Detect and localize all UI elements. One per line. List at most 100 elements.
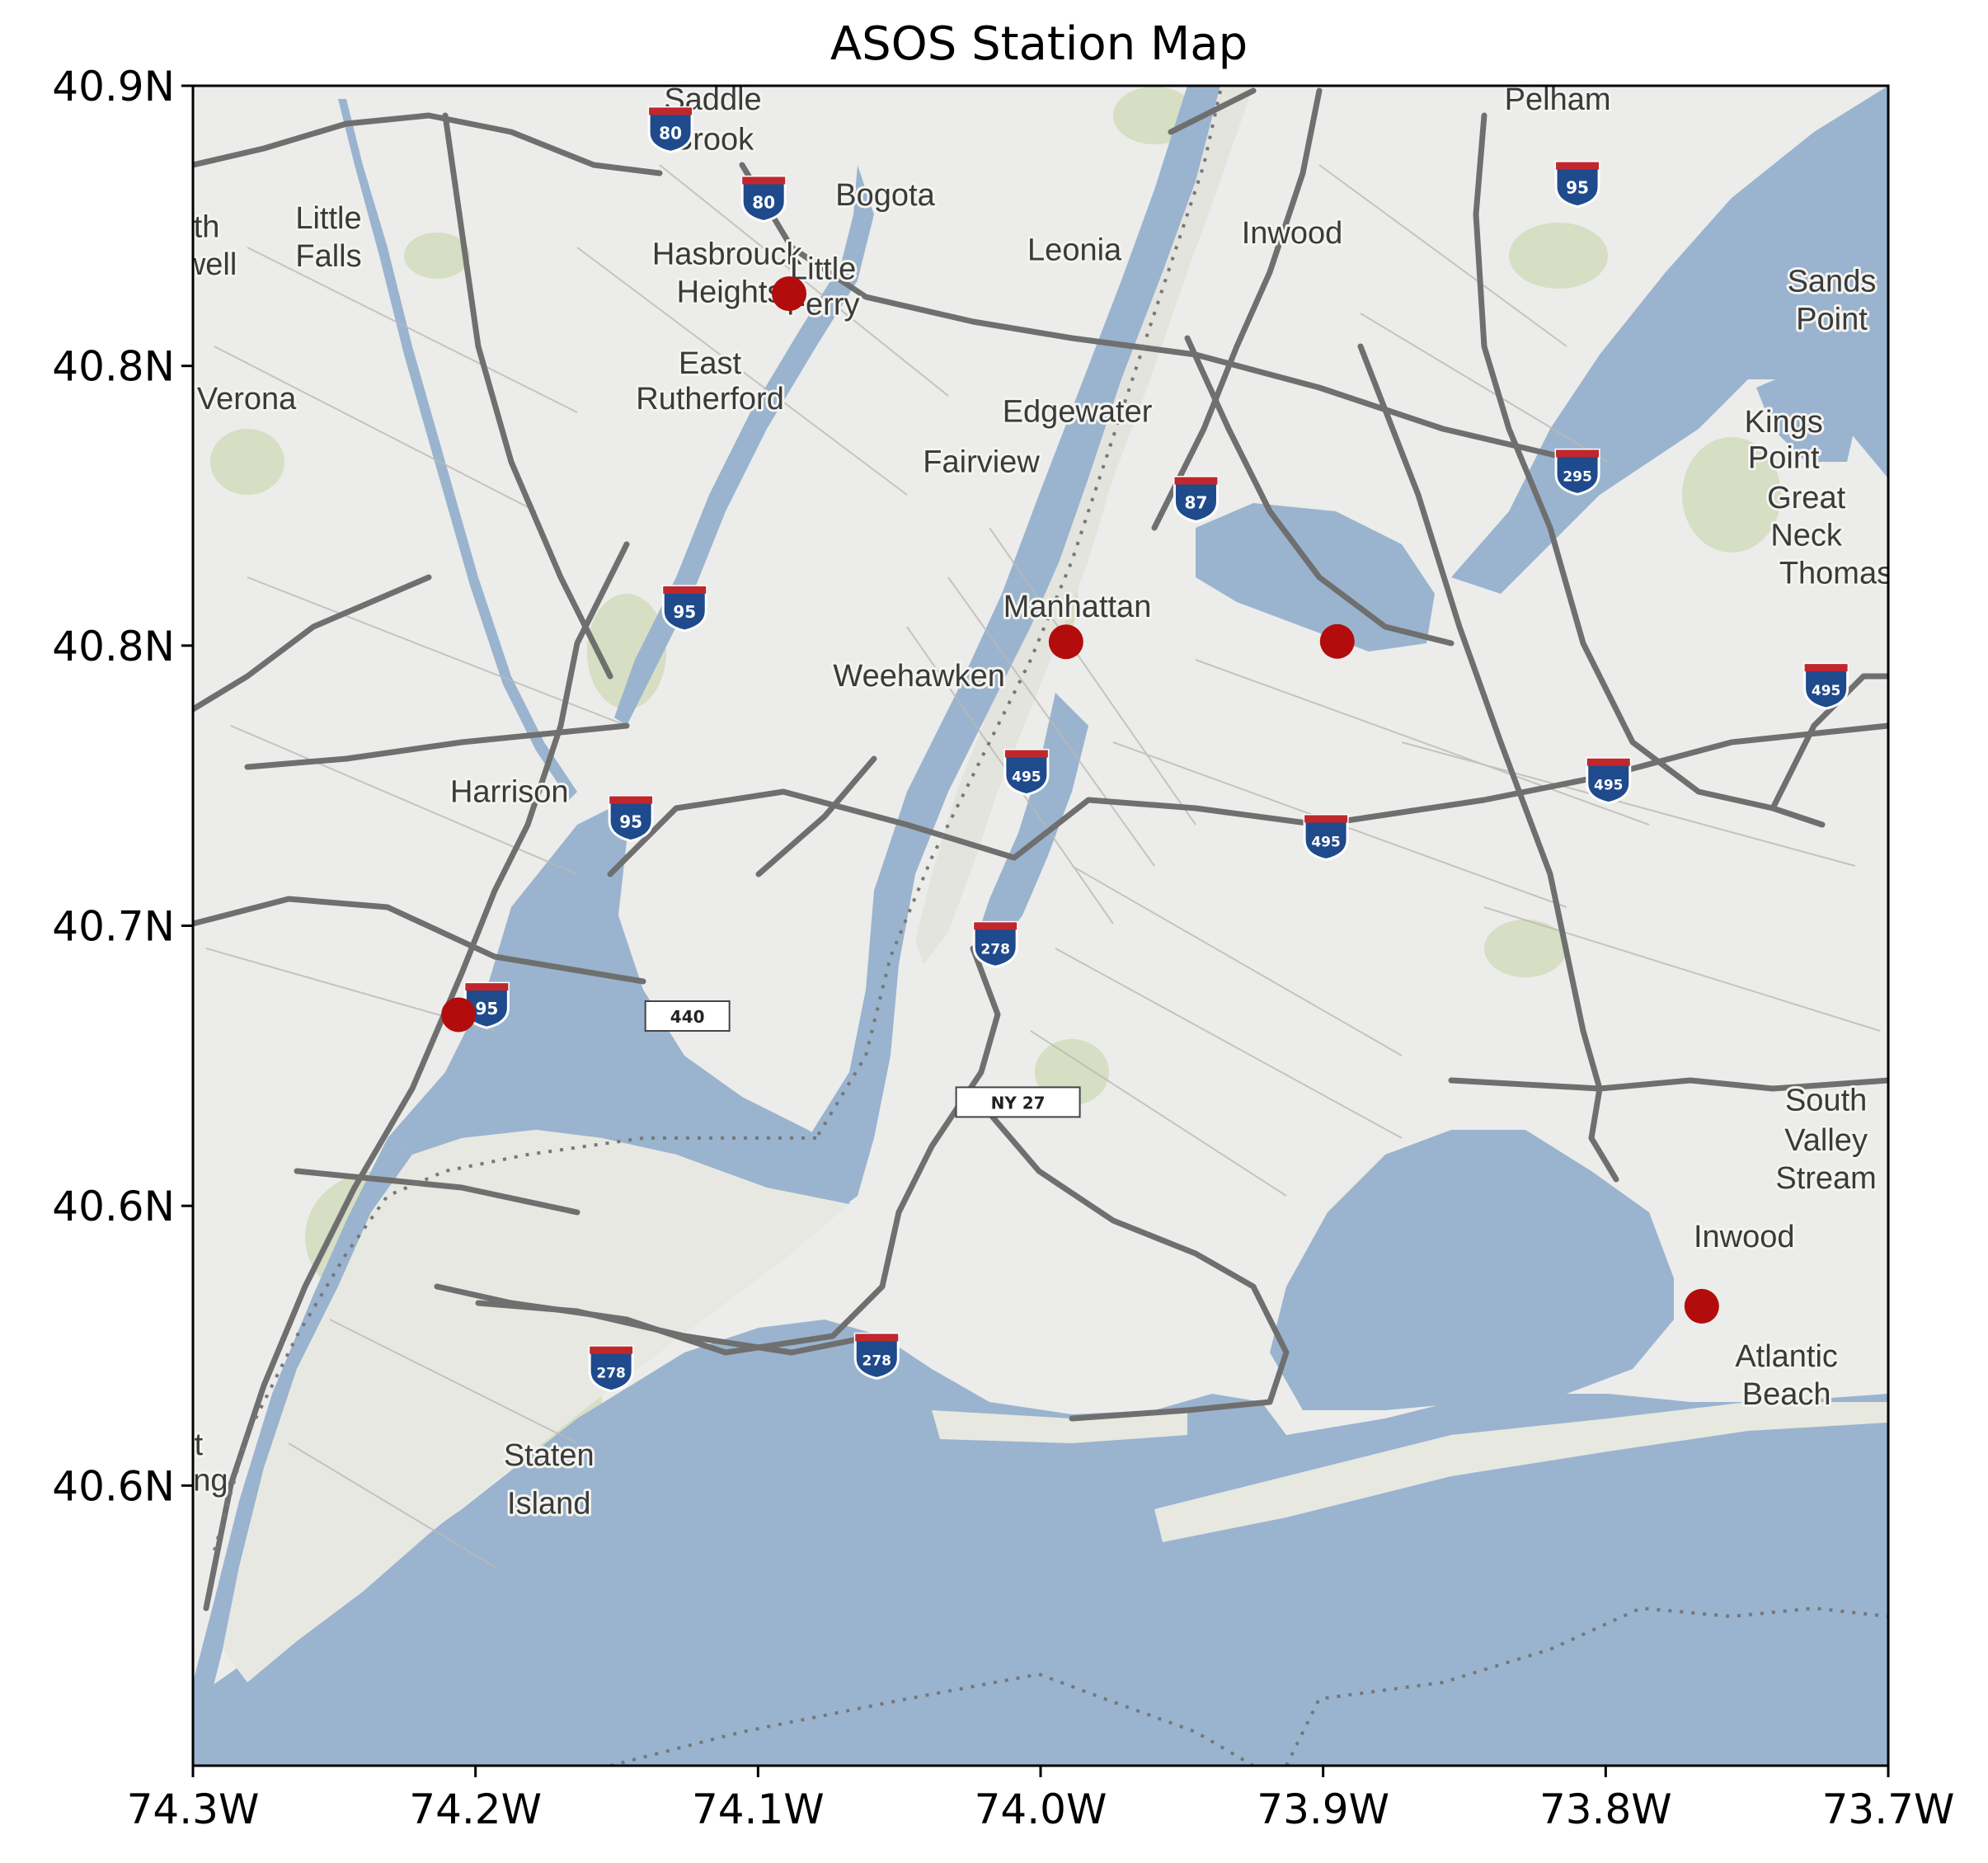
route-sign-icon: 440: [644, 1000, 731, 1032]
place-label: Hasbrouck: [652, 237, 803, 271]
interstate-shield-icon: 495: [1803, 662, 1849, 710]
place-label: Heights: [677, 275, 783, 309]
place-label: Staten: [504, 1438, 595, 1473]
place-label: ing: [186, 1463, 228, 1498]
route-signs: 440 NY 27: [644, 1000, 1081, 1118]
ocean-water: [193, 1320, 1888, 1766]
place-label: Bogota: [835, 178, 935, 213]
passaic-river: [338, 99, 577, 800]
place-label: East: [679, 346, 741, 381]
x-tick-label: 73.9W: [1257, 1785, 1389, 1833]
place-labels: SaddleBrookPelhamBogotaLittleFallsrthwel…: [182, 82, 1901, 1523]
x-tick-label: 74.3W: [127, 1785, 260, 1833]
station-marker[interactable]: [441, 997, 477, 1033]
place-label: Verona: [197, 382, 297, 416]
shield-number: 278: [862, 1353, 892, 1369]
station-marker[interactable]: [1319, 623, 1355, 659]
y-axis: 40.9N 40.8N 40.8N 40.7N 40.6N 40.6N: [52, 63, 193, 1510]
shield-number: 80: [659, 123, 682, 143]
x-tick-label: 74.1W: [692, 1785, 825, 1833]
place-label: Edgewater: [1003, 394, 1153, 429]
place-label: Falls: [295, 239, 361, 274]
y-tick-label: 40.9N: [52, 63, 175, 111]
place-label: Inwood: [1694, 1220, 1795, 1254]
route-sign-label: NY 27: [991, 1093, 1046, 1113]
place-label: Pelham: [1505, 82, 1611, 117]
shield-number: 95: [619, 812, 642, 832]
place-label: South: [1785, 1084, 1867, 1118]
place-label: Neck: [1770, 519, 1843, 553]
x-axis: 74.3W 74.2W 74.1W 74.0W 73.9W 73.8W 73.7W: [127, 1766, 1955, 1833]
place-label: Thomast: [1779, 556, 1901, 590]
place-label: Fairview: [923, 445, 1040, 480]
barrier-islands: [932, 1402, 1888, 1542]
shield-number: 95: [673, 602, 696, 622]
place-label: Valley: [1784, 1123, 1868, 1158]
shield-number: 295: [1563, 468, 1592, 485]
place-label: Kings: [1745, 405, 1823, 440]
place-label: Stream: [1775, 1161, 1876, 1196]
place-label: Sands: [1788, 265, 1877, 299]
place-label: well: [182, 247, 237, 282]
staten-island: [223, 1130, 849, 1682]
shield-number: 278: [596, 1366, 626, 1382]
y-tick-label: 40.6N: [52, 1183, 175, 1230]
place-label: Little: [295, 201, 361, 236]
interstate-shield-icon: 278: [853, 1332, 900, 1380]
shield-number: 95: [475, 999, 498, 1019]
route-sign-icon: NY 27: [955, 1086, 1081, 1118]
manhasset-bay: [1756, 363, 1863, 462]
manhattan-island: [915, 86, 1253, 965]
x-tick-label: 73.8W: [1539, 1785, 1672, 1833]
interstate-shield-icon: 495: [1003, 749, 1050, 797]
water-bodies: [193, 86, 1888, 1766]
x-tick-label: 74.0W: [975, 1785, 1107, 1833]
arthur-kill: [193, 1138, 412, 1732]
place-label: Leonia: [1027, 233, 1122, 267]
place-label: Rutherford: [636, 382, 784, 416]
map-title: ASOS Station Map: [830, 17, 1248, 71]
x-tick-label: 74.2W: [409, 1785, 542, 1833]
interstate-shield-icon: 278: [972, 920, 1018, 968]
interstate-shield-icon: 495: [1586, 757, 1632, 805]
y-tick-label: 40.8N: [52, 623, 175, 670]
shield-number: 87: [1185, 493, 1208, 513]
interstate-shield-icon: 80: [647, 106, 693, 153]
place-label: Manhattan: [1003, 590, 1152, 624]
place-label: Harrison: [450, 774, 569, 809]
shield-number: 278: [980, 941, 1010, 957]
interstate-shields: 80 80 95 295 87 95 495 495 495 95 495 278 95 278 278: [463, 106, 1849, 1393]
boundary-lines: [213, 90, 1888, 1766]
interstate-shield-icon: 95: [661, 585, 707, 633]
x-tick-label: 73.7W: [1822, 1785, 1955, 1833]
shield-number: 495: [1594, 778, 1624, 794]
y-tick-label: 40.6N: [52, 1462, 175, 1510]
station-markers: [441, 276, 1719, 1324]
interstate-shield-icon: 95: [1554, 161, 1600, 209]
shield-number: 95: [1566, 178, 1589, 198]
east-river: [973, 693, 1088, 948]
station-marker[interactable]: [1684, 1288, 1719, 1324]
place-label: t: [195, 1428, 204, 1462]
highways: [193, 87, 1888, 1611]
station-marker[interactable]: [1048, 624, 1083, 660]
shield-number: 80: [752, 192, 775, 212]
station-marker[interactable]: [772, 276, 807, 312]
place-label: Atlantic: [1735, 1339, 1838, 1374]
y-tick-label: 40.7N: [52, 903, 175, 951]
newark-bay: [388, 808, 858, 1204]
interstate-shield-icon: 295: [1554, 448, 1600, 496]
place-label: Point: [1796, 302, 1868, 336]
interstate-shield-icon: 495: [1303, 813, 1349, 862]
interstate-shield-icon: 80: [740, 175, 787, 223]
map-plot-area[interactable]: SaddleBrookPelhamBogotaLittleFallsrthwel…: [182, 82, 1901, 1766]
place-label: Weehawken: [833, 659, 1004, 694]
jamaica-bay: [1270, 1130, 1674, 1410]
shield-number: 495: [1311, 834, 1341, 850]
place-label: rth: [183, 209, 219, 244]
interstate-shield-icon: 278: [588, 1345, 634, 1393]
place-label: Inwood: [1242, 216, 1343, 251]
shield-number: 495: [1812, 683, 1841, 699]
place-label: Great: [1767, 481, 1845, 515]
place-label: Beach: [1742, 1377, 1831, 1412]
